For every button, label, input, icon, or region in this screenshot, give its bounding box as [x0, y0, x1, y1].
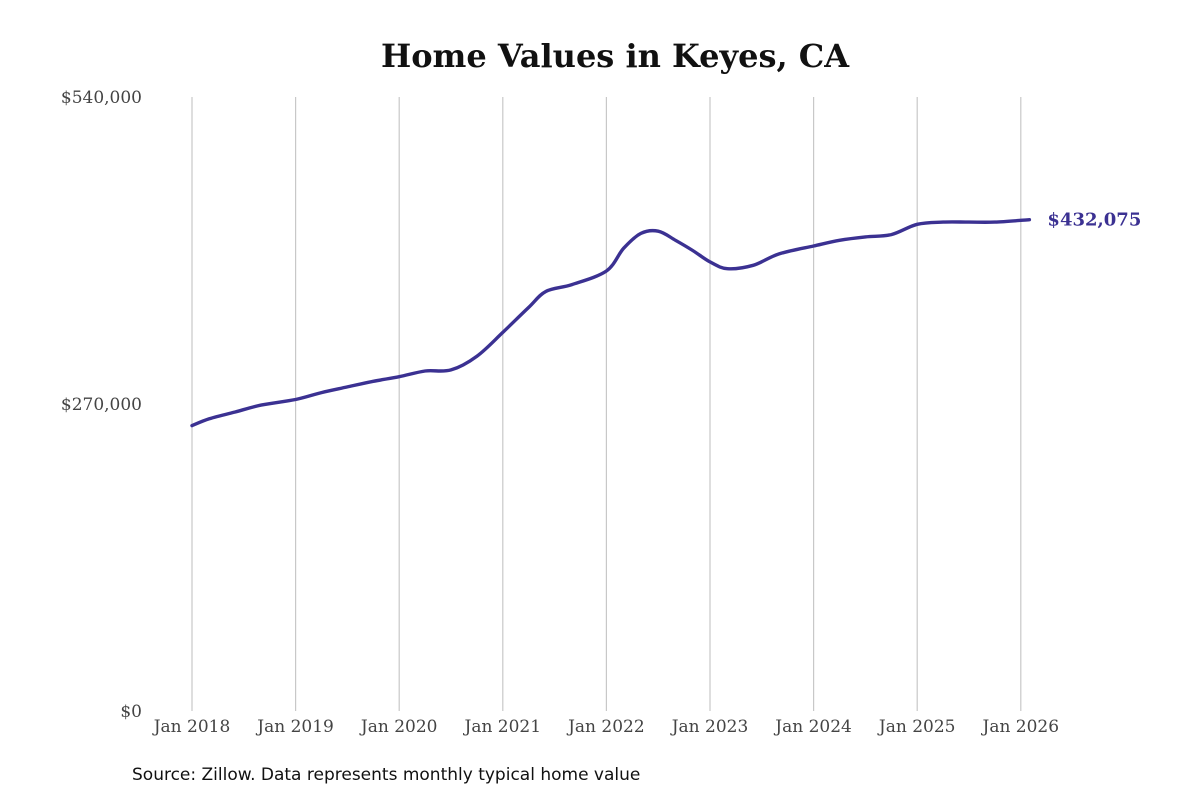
- series-layer: $432,075: [190, 210, 1141, 428]
- x-tick-label: Jan 2026: [981, 717, 1060, 737]
- x-tick-label: Jan 2024: [773, 717, 852, 737]
- series-line-0: [190, 218, 1032, 428]
- x-tick-label: Jan 2019: [255, 717, 334, 737]
- x-tick-label: Jan 2018: [152, 717, 231, 737]
- x-tick-label: Jan 2022: [566, 717, 645, 737]
- x-tick-label: Jan 2025: [877, 717, 956, 737]
- chart-title: Home Values in Keyes, CA: [381, 37, 850, 75]
- source-note: Source: Zillow. Data represents monthly …: [132, 765, 640, 785]
- x-tick-label: Jan 2020: [359, 717, 438, 737]
- end-value-label: $432,075: [1047, 210, 1141, 231]
- y-tick-label: $0: [120, 702, 142, 722]
- x-axis: Jan 2018 Jan 2019 Jan 2020 Jan 2021 Jan 2022…: [152, 717, 1059, 737]
- y-tick-label: $540,000: [61, 88, 142, 108]
- x-tick-label: Jan 2023: [670, 717, 749, 737]
- y-tick-label: $270,000: [61, 395, 142, 415]
- y-axis: $0 $270,000 $540,000: [61, 88, 142, 722]
- grid-layer: [191, 97, 1022, 711]
- x-tick-label: Jan 2021: [463, 717, 542, 737]
